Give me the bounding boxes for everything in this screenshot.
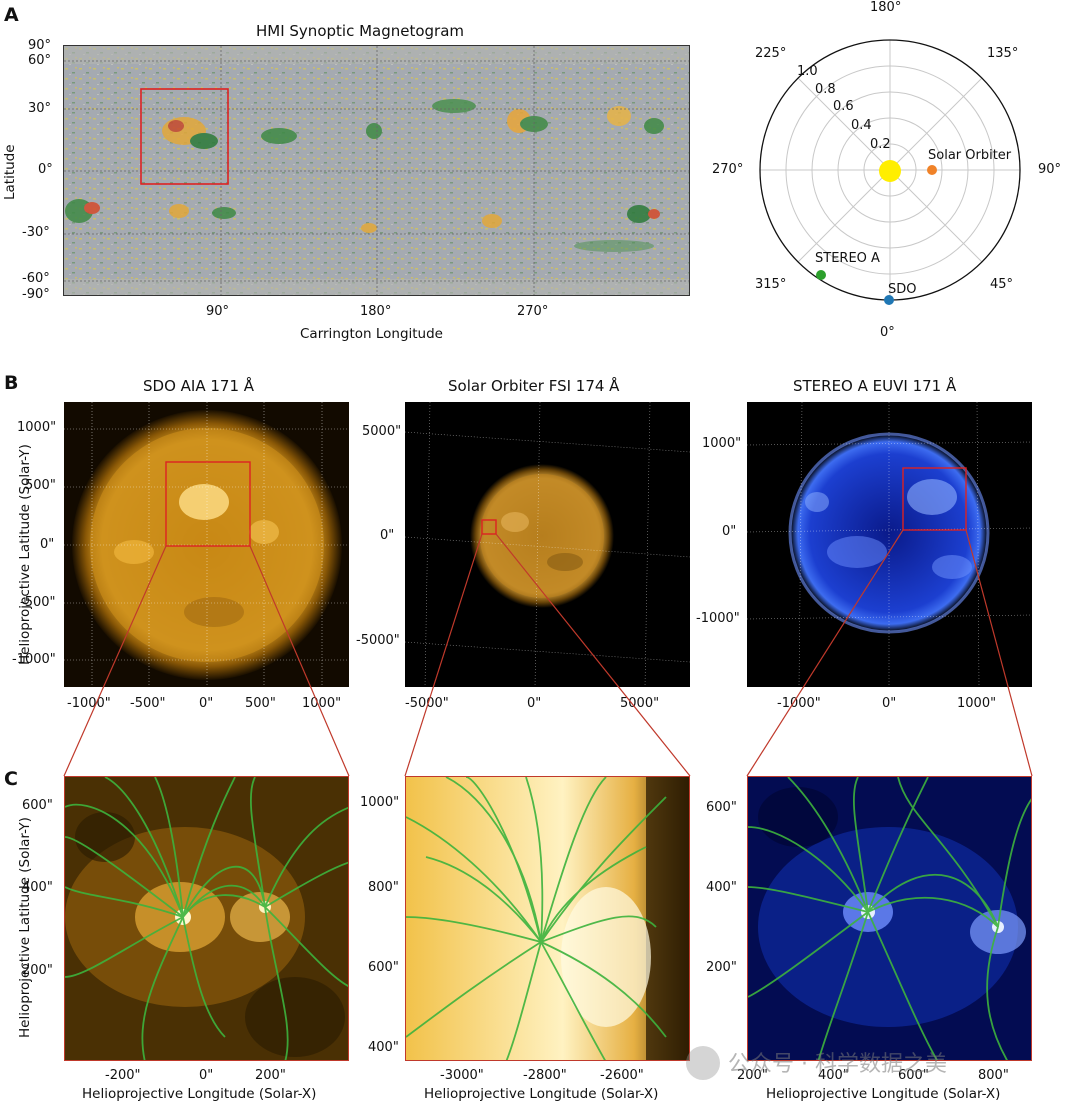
panel-letter-a: A — [4, 4, 19, 26]
fsi-zoom-xlabel: Helioprojective Longitude (Solar-X) — [424, 1086, 659, 1102]
polar-radial-label: 0.4 — [851, 118, 872, 133]
euvi-full-disk — [747, 402, 1032, 687]
magnetogram-ytick: -90° — [22, 287, 50, 302]
fsi-zoom-ytick: 400" — [368, 1040, 399, 1055]
polar-angle-label: 0° — [880, 325, 895, 340]
magnetogram-map — [63, 45, 690, 296]
magnetogram-xlabel: Carrington Longitude — [300, 326, 443, 342]
polar-angle-label: 180° — [870, 0, 902, 15]
aia-zoom-xtick: 200" — [255, 1068, 286, 1083]
euvi-zoom-fieldlines — [747, 776, 1032, 1061]
magnetogram-xtick: 180° — [360, 304, 392, 319]
magnetogram-xtick: 90° — [206, 304, 230, 319]
euvi-xtick: -1000" — [777, 696, 821, 711]
aia-zoom-ytick: 200" — [22, 963, 53, 978]
panel-letter-b: B — [4, 372, 19, 394]
polar-angle-label: 135° — [987, 46, 1019, 61]
euvi-zoom-xlabel: Helioprojective Longitude (Solar-X) — [766, 1086, 1001, 1102]
aia-xtick: 500" — [245, 696, 276, 711]
euvi-zoom-ytick: 400" — [706, 880, 737, 895]
fsi-zoom-ytick: 1000" — [360, 795, 400, 810]
magnetogram-ytick: 60° — [28, 53, 52, 68]
polar-angle-label: 225° — [755, 46, 787, 61]
polar-radial-label: 0.6 — [833, 99, 854, 114]
fsi-zoom-fieldlines — [405, 776, 690, 1061]
polar-angle-label: 315° — [755, 277, 787, 292]
panel-letter-c: C — [4, 768, 18, 790]
fsi-zoom-xtick: -3000" — [440, 1068, 484, 1083]
spacecraft-label-stereo-a: STEREO A — [815, 251, 880, 266]
aia-ytick: 1000" — [17, 420, 57, 435]
euvi-zoom-ytick: 600" — [706, 800, 737, 815]
aia-xtick: -1000" — [67, 696, 111, 711]
stereo-a-marker — [816, 270, 826, 280]
euvi-ytick: 1000" — [702, 436, 742, 451]
aia-zoom-xtick: 0" — [199, 1068, 214, 1083]
aia-zoom-ylabel: Helioprojective Latitude (Solar-Y) — [17, 817, 33, 1038]
euvi-zoom-xtick: 400" — [818, 1068, 849, 1083]
fsi-zoom-xtick: -2800" — [523, 1068, 567, 1083]
aia-zoom-fieldlines — [64, 776, 349, 1061]
magnetogram-ytick: 30° — [28, 101, 52, 116]
fsi-xtick: -5000" — [405, 696, 449, 711]
aia-ytick: 500" — [25, 478, 56, 493]
magnetogram-ytick: -30° — [22, 225, 50, 240]
aia-title: SDO AIA 171 Å — [143, 377, 255, 395]
fsi-ytick: 5000" — [362, 424, 402, 439]
sun-marker — [879, 160, 901, 182]
magnetogram-xtick: 270° — [517, 304, 549, 319]
solar-orbiter-marker — [927, 165, 937, 175]
fsi-xtick: 0" — [527, 696, 542, 711]
watermark-text: 公众号 · 科学数据之美 — [728, 1052, 947, 1077]
polar-radial-label: 0.8 — [815, 82, 836, 97]
aia-xtick: 0" — [199, 696, 214, 711]
fsi-ytick: 0" — [380, 528, 395, 543]
polar-angle-label: 270° — [712, 162, 744, 177]
aia-zoom-ytick: 600" — [22, 798, 53, 813]
euvi-ytick: -1000" — [696, 611, 740, 626]
polar-plot — [759, 39, 1021, 305]
polar-angle-label: 90° — [1038, 162, 1062, 177]
polar-angle-label: 45° — [990, 277, 1014, 292]
spacecraft-label-solar-orbiter: Solar Orbiter — [928, 148, 1012, 163]
euvi-zoom-ytick: 200" — [706, 960, 737, 975]
aia-full-disk — [64, 402, 349, 687]
euvi-title: STEREO A EUVI 171 Å — [793, 377, 957, 395]
polar-radial-label: 1.0 — [797, 64, 818, 79]
aia-zoom-xlabel: Helioprojective Longitude (Solar-X) — [82, 1086, 317, 1102]
euvi-ytick: 0" — [722, 524, 737, 539]
euvi-xtick: 0" — [882, 696, 897, 711]
spacecraft-label-sdo: SDO — [888, 282, 917, 297]
magnetogram-ytick: -60° — [22, 271, 50, 286]
aia-ytick: 0" — [40, 537, 55, 552]
aia-zoom-xtick: -200" — [105, 1068, 141, 1083]
aia-zoom-ytick: 400" — [22, 880, 53, 895]
fsi-ytick: -5000" — [356, 633, 400, 648]
wechat-icon — [686, 1046, 720, 1080]
sdo-marker — [884, 295, 894, 305]
fsi-title: Solar Orbiter FSI 174 Å — [448, 377, 620, 395]
euvi-zoom-xtick: 600" — [898, 1068, 929, 1083]
fsi-xtick: 5000" — [620, 696, 660, 711]
aia-xtick: 1000" — [302, 696, 342, 711]
magnetogram-title: HMI Synoptic Magnetogram — [256, 22, 465, 40]
fsi-zoom-ytick: 600" — [368, 960, 399, 975]
fsi-zoom-ytick: 800" — [368, 880, 399, 895]
aia-ytick: -500" — [20, 595, 56, 610]
euvi-zoom-xtick: 200" — [737, 1068, 768, 1083]
fsi-zoom-xtick: -2600" — [600, 1068, 644, 1083]
fsi-full-disk — [405, 402, 690, 687]
polar-radial-label: 0.2 — [870, 137, 891, 152]
euvi-zoom-xtick: 800" — [978, 1068, 1009, 1083]
aia-xtick: -500" — [130, 696, 166, 711]
aia-ytick: -1000" — [12, 652, 56, 667]
magnetogram-ytick: 0° — [38, 162, 53, 177]
magnetogram-ytick: 90° — [28, 38, 52, 53]
euvi-xtick: 1000" — [957, 696, 997, 711]
